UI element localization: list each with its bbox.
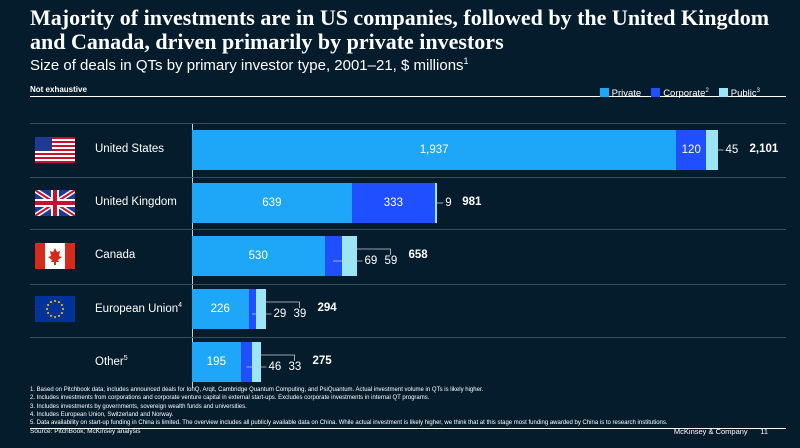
value-label-outside: 45 <box>725 144 739 156</box>
footnote: 4. Includes European Union, Switzerland … <box>30 411 174 418</box>
category-label: United Kingdom <box>95 196 177 208</box>
legend: Private Corporate2 Public3 <box>599 88 760 99</box>
value-label-outside: 29 <box>273 308 287 320</box>
footnote: 3. Includes investments by governments, … <box>30 403 247 410</box>
bar-segment-public <box>435 183 438 223</box>
legend-swatch <box>599 88 609 97</box>
us-flag <box>35 137 75 163</box>
row-divider <box>30 337 786 338</box>
legend-swatch <box>651 88 661 98</box>
slide-title: Majority of investments are in US compan… <box>30 5 770 54</box>
value-label-outside: 9 <box>445 197 452 209</box>
category-label: Canada <box>95 249 136 261</box>
row-divider <box>30 284 786 285</box>
legend-item: Public3 <box>718 88 760 99</box>
legend-swatch <box>718 88 728 98</box>
bar-segment-public <box>255 289 266 329</box>
category-sup: 4 <box>178 302 183 309</box>
legend-item: Corporate2 <box>651 88 709 99</box>
total-label: 658 <box>408 249 428 261</box>
bar-segment-public <box>706 130 718 170</box>
category-label: Other5 <box>95 355 128 368</box>
eu-flag <box>35 296 75 322</box>
value-label: 639 <box>262 197 282 209</box>
value-label-outside: 69 <box>364 255 378 267</box>
row-divider <box>30 229 786 230</box>
total-label: 275 <box>312 355 332 367</box>
bar-segment-corporate <box>240 342 253 382</box>
bar-segment-public <box>341 236 357 276</box>
source: Source: PitchBook; McKinsey analysis <box>30 428 141 435</box>
value-label-outside: 46 <box>268 361 282 373</box>
page-number: 11 <box>760 427 768 436</box>
footnote: 5. Data availability on start-up funding… <box>30 420 668 427</box>
value-label-outside: 33 <box>288 361 302 373</box>
bar-segment-private: 639 <box>192 183 352 223</box>
value-label-outside: 39 <box>293 308 307 320</box>
footnote: 1. Based on Pitchbook data; includes ann… <box>30 387 484 393</box>
subtitle-sup: 1 <box>463 56 469 66</box>
value-label: 226 <box>210 303 230 315</box>
total-label: 981 <box>462 196 482 208</box>
row-divider <box>30 177 786 178</box>
bar-segment-private: 530 <box>192 236 325 276</box>
bar-segment-public <box>252 342 261 382</box>
legend-sup: 2 <box>705 88 709 94</box>
legend-item: Private <box>599 88 641 99</box>
bar-segment-corporate: 333 <box>351 183 435 223</box>
subtitle-text: Size of deals in QTs by primary investor… <box>30 57 464 74</box>
bar-segment-corporate <box>324 236 342 276</box>
value-label: 333 <box>383 197 403 209</box>
bar-segment-private: 226 <box>192 289 249 329</box>
bar-segment-private: 1,937 <box>192 130 677 170</box>
value-label: 120 <box>681 144 701 156</box>
row-divider <box>30 123 786 124</box>
footnotes: 1. Based on Pitchbook data; includes ann… <box>30 386 786 430</box>
subtitle: Size of deals in QTs by primary investor… <box>30 56 469 74</box>
bar-segment-corporate <box>248 289 256 329</box>
bar-segment-private: 195 <box>192 342 241 382</box>
value-label: 195 <box>206 356 226 368</box>
uk-flag <box>33 187 77 219</box>
not-exhaustive-label: Not exhaustive <box>30 85 786 97</box>
legend-sup: 3 <box>756 88 760 94</box>
total-label: 2,101 <box>749 143 779 155</box>
value-label: 530 <box>248 250 268 262</box>
canada-flag <box>35 243 75 269</box>
category-label: European Union4 <box>95 302 183 315</box>
bar-segment-corporate: 120 <box>676 130 707 170</box>
category-label: United States <box>95 143 165 155</box>
brand-name: McKinsey & Company <box>673 427 748 436</box>
value-label-outside: 59 <box>384 255 398 267</box>
total-label: 294 <box>317 302 337 314</box>
value-label: 1,937 <box>419 144 449 156</box>
footer-brand: McKinsey & Company 11 <box>674 427 768 436</box>
footnote: 2. Includes investments from corporation… <box>30 395 430 402</box>
category-sup: 5 <box>123 355 128 362</box>
